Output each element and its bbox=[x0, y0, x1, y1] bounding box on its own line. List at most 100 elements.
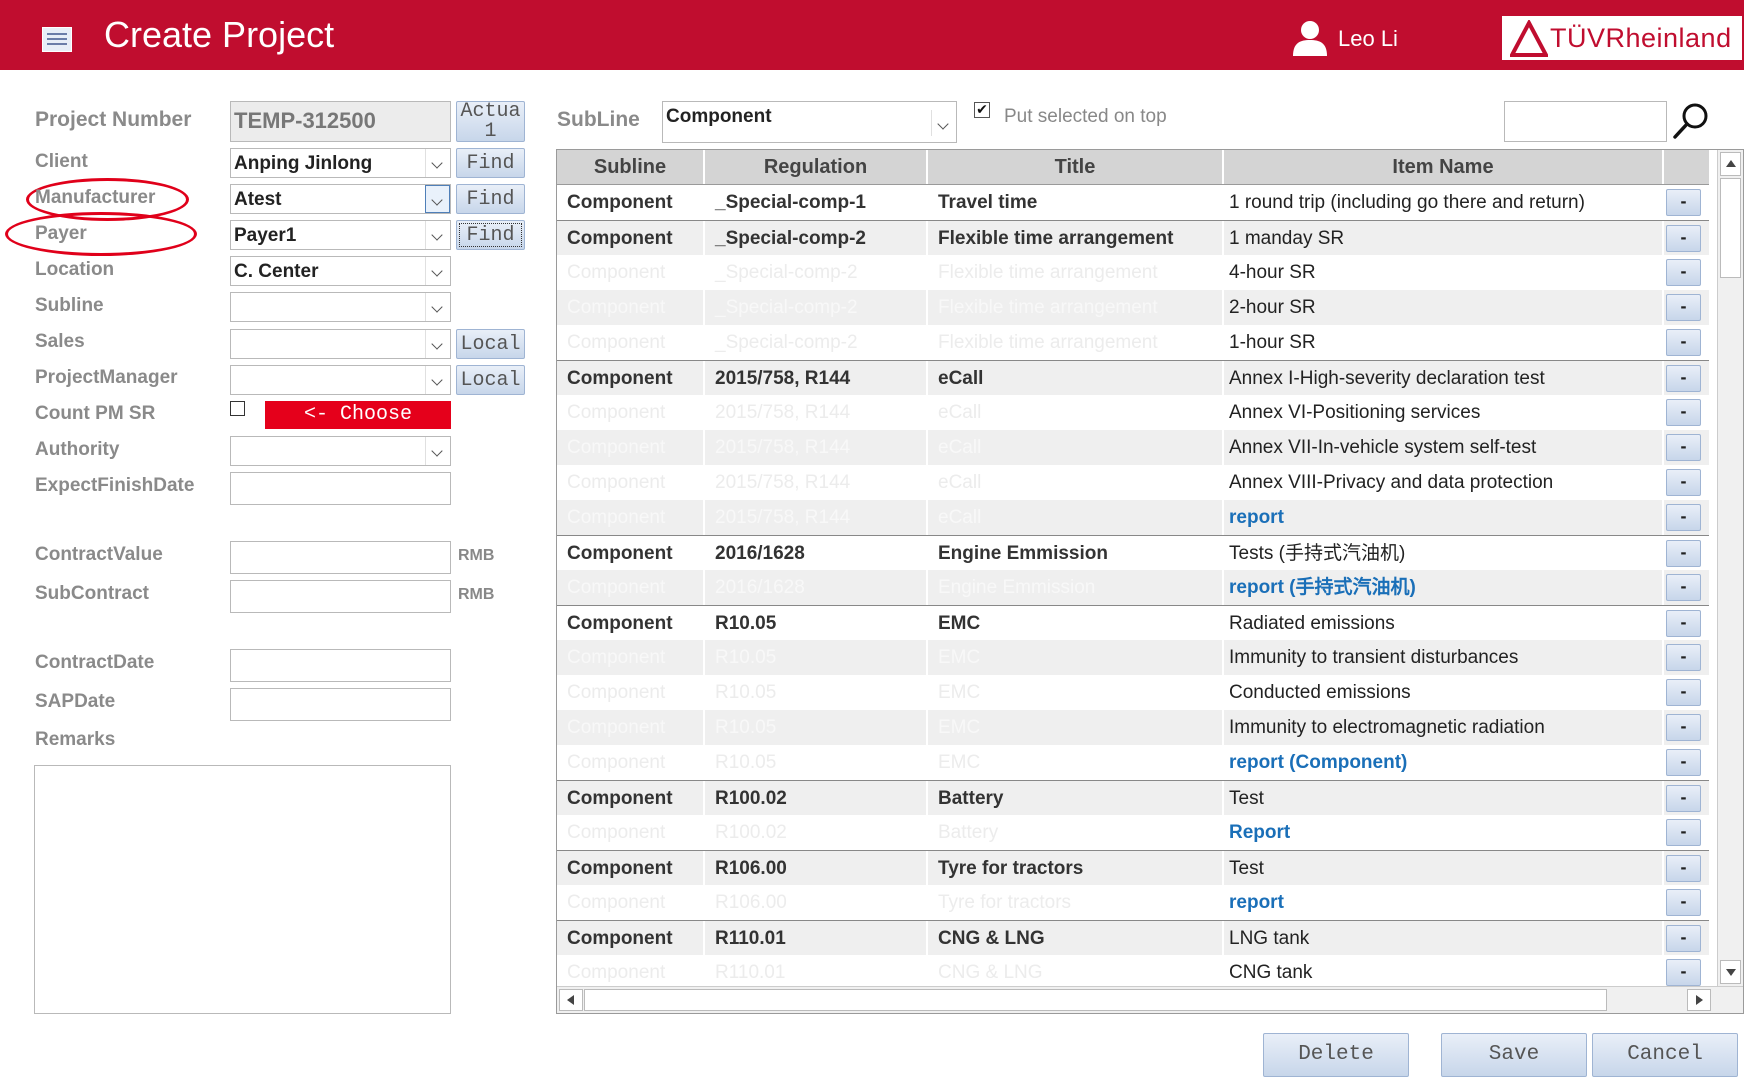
chevron-down-icon[interactable] bbox=[425, 293, 450, 321]
sales-select[interactable] bbox=[230, 329, 451, 359]
payer-select[interactable]: Payer1 bbox=[230, 220, 451, 250]
remove-item-button[interactable]: - bbox=[1666, 714, 1701, 741]
remove-item-button[interactable]: - bbox=[1666, 644, 1701, 671]
table-row[interactable]: Component R10.05 EMC Immunity to transient … bbox=[557, 640, 1709, 675]
subline-select[interactable] bbox=[230, 292, 451, 322]
table-row[interactable]: Component R100.02 Battery Test - bbox=[557, 780, 1709, 816]
cell-item-name[interactable]: Report bbox=[1224, 815, 1664, 850]
remove-item-button[interactable]: - bbox=[1666, 749, 1701, 776]
column-header-subline[interactable]: Subline bbox=[557, 150, 705, 184]
cancel-button[interactable]: Cancel bbox=[1592, 1033, 1738, 1077]
client-select[interactable]: Anping Jinlong bbox=[230, 148, 451, 178]
subline-filter-box[interactable]: Component bbox=[662, 101, 957, 143]
project-manager-select[interactable] bbox=[230, 365, 451, 395]
table-row[interactable]: Component 2016/1628 Engine Emmission Tests … bbox=[557, 535, 1709, 571]
count-pm-sr-checkbox[interactable] bbox=[230, 401, 245, 416]
subline-filter-select[interactable]: Component bbox=[662, 101, 957, 143]
table-row[interactable]: Component R110.01 CNG & LNG CNG tank - bbox=[557, 955, 1709, 990]
client-find-button[interactable]: Find bbox=[456, 148, 525, 178]
choose-button[interactable]: <- Choose bbox=[265, 401, 451, 429]
table-row[interactable]: Component 2015/758, R144 eCall Annex VII-In… bbox=[557, 430, 1709, 465]
table-row[interactable]: Component R106.00 Tyre for tractors report - bbox=[557, 885, 1709, 920]
cell-item-name[interactable]: report bbox=[1224, 500, 1664, 535]
remove-item-button[interactable]: - bbox=[1666, 294, 1701, 321]
search-input[interactable] bbox=[1504, 101, 1667, 142]
remove-item-button[interactable]: - bbox=[1666, 365, 1701, 392]
table-row[interactable]: Component _Special-comp-2 Flexible time ar… bbox=[557, 220, 1709, 256]
remove-item-button[interactable]: - bbox=[1666, 225, 1701, 252]
remove-item-button[interactable]: - bbox=[1666, 259, 1701, 286]
table-row[interactable]: Component R10.05 EMC Conducted emissions - bbox=[557, 675, 1709, 710]
horizontal-scrollbar[interactable] bbox=[557, 986, 1743, 1013]
actual-button[interactable]: Actua 1 bbox=[456, 101, 525, 142]
cell-item-name[interactable]: report bbox=[1224, 885, 1664, 920]
chevron-down-icon[interactable] bbox=[425, 149, 450, 177]
manufacturer-find-button[interactable]: Find bbox=[456, 184, 525, 214]
table-row[interactable]: Component 2015/758, R144 eCall Annex VIII-P… bbox=[557, 465, 1709, 500]
vertical-scrollbar[interactable] bbox=[1717, 150, 1743, 986]
table-row[interactable]: Component R10.05 EMC Immunity to electromag… bbox=[557, 710, 1709, 745]
scroll-down-button[interactable] bbox=[1720, 960, 1741, 984]
contract-date-field[interactable] bbox=[230, 649, 451, 682]
remove-item-button[interactable]: - bbox=[1666, 504, 1701, 531]
remove-item-button[interactable]: - bbox=[1666, 785, 1701, 812]
table-row[interactable]: Component R10.05 EMC report (Component) - bbox=[557, 745, 1709, 780]
sales-local-button[interactable]: Local bbox=[456, 329, 525, 359]
location-select[interactable]: C. Center bbox=[230, 256, 451, 286]
chevron-down-icon[interactable] bbox=[425, 221, 450, 249]
table-row[interactable]: Component R10.05 EMC Radiated emissions - bbox=[557, 605, 1709, 641]
authority-select[interactable] bbox=[230, 436, 451, 466]
user-name[interactable]: Leo Li bbox=[1338, 26, 1398, 51]
table-row[interactable]: Component R110.01 CNG & LNG LNG tank - bbox=[557, 920, 1709, 956]
manufacturer-select[interactable]: Atest bbox=[230, 184, 451, 214]
remove-item-button[interactable]: - bbox=[1666, 959, 1701, 986]
chevron-down-icon[interactable] bbox=[425, 330, 450, 358]
chevron-down-icon[interactable] bbox=[425, 366, 450, 394]
remove-item-button[interactable]: - bbox=[1666, 889, 1701, 916]
scroll-left-button[interactable] bbox=[559, 989, 583, 1011]
remove-item-button[interactable]: - bbox=[1666, 469, 1701, 496]
column-header-item-name[interactable]: Item Name bbox=[1224, 150, 1664, 184]
remove-item-button[interactable]: - bbox=[1666, 434, 1701, 461]
table-row[interactable]: Component _Special-comp-1 Travel time 1 rou… bbox=[557, 185, 1709, 220]
remove-item-button[interactable]: - bbox=[1666, 540, 1701, 567]
remove-item-button[interactable]: - bbox=[1666, 399, 1701, 426]
vertical-scroll-thumb[interactable] bbox=[1720, 178, 1741, 278]
remove-item-button[interactable]: - bbox=[1666, 679, 1701, 706]
chevron-down-icon[interactable] bbox=[425, 185, 450, 213]
chevron-down-icon[interactable] bbox=[425, 257, 450, 285]
table-row[interactable]: Component _Special-comp-2 Flexible time ar… bbox=[557, 255, 1709, 290]
remove-item-button[interactable]: - bbox=[1666, 610, 1701, 637]
table-row[interactable]: Component R106.00 Tyre for tractors Test - bbox=[557, 850, 1709, 886]
remove-item-button[interactable]: - bbox=[1666, 329, 1701, 356]
payer-find-button[interactable]: Find bbox=[456, 220, 525, 250]
put-selected-on-top-checkbox[interactable]: ✔ bbox=[974, 102, 990, 118]
table-row[interactable]: Component 2015/758, R144 eCall Annex VI-Pos… bbox=[557, 395, 1709, 430]
table-row[interactable]: Component R100.02 Battery Report - bbox=[557, 815, 1709, 850]
remove-item-button[interactable]: - bbox=[1666, 189, 1701, 216]
column-header-regulation[interactable]: Regulation bbox=[705, 150, 928, 184]
remove-item-button[interactable]: - bbox=[1666, 855, 1701, 882]
scroll-up-button[interactable] bbox=[1720, 152, 1741, 176]
column-header-title[interactable]: Title bbox=[928, 150, 1224, 184]
table-row[interactable]: Component 2016/1628 Engine Emmission report… bbox=[557, 570, 1709, 605]
delete-button[interactable]: Delete bbox=[1263, 1033, 1409, 1077]
table-row[interactable]: Component _Special-comp-2 Flexible time ar… bbox=[557, 325, 1709, 360]
table-row[interactable]: Component _Special-comp-2 Flexible time ar… bbox=[557, 290, 1709, 325]
chevron-down-icon[interactable] bbox=[931, 110, 956, 136]
cell-item-name[interactable]: report (Component) bbox=[1224, 745, 1664, 780]
horizontal-scroll-thumb[interactable] bbox=[584, 989, 1607, 1011]
contract-value-field[interactable] bbox=[230, 541, 451, 574]
cell-item-name[interactable]: report (手持式汽油机) bbox=[1224, 570, 1664, 605]
project-manager-local-button[interactable]: Local bbox=[456, 365, 525, 395]
table-row[interactable]: Component 2015/758, R144 eCall report - bbox=[557, 500, 1709, 535]
table-row[interactable]: Component 2015/758, R144 eCall Annex I-High… bbox=[557, 360, 1709, 396]
scroll-right-button[interactable] bbox=[1687, 989, 1711, 1011]
remove-item-button[interactable]: - bbox=[1666, 574, 1701, 601]
chevron-down-icon[interactable] bbox=[425, 437, 450, 465]
sub-contract-field[interactable] bbox=[230, 580, 451, 613]
sap-date-field[interactable] bbox=[230, 688, 451, 721]
remove-item-button[interactable]: - bbox=[1666, 819, 1701, 846]
remove-item-button[interactable]: - bbox=[1666, 925, 1701, 952]
expect-finish-date-field[interactable] bbox=[230, 472, 451, 505]
